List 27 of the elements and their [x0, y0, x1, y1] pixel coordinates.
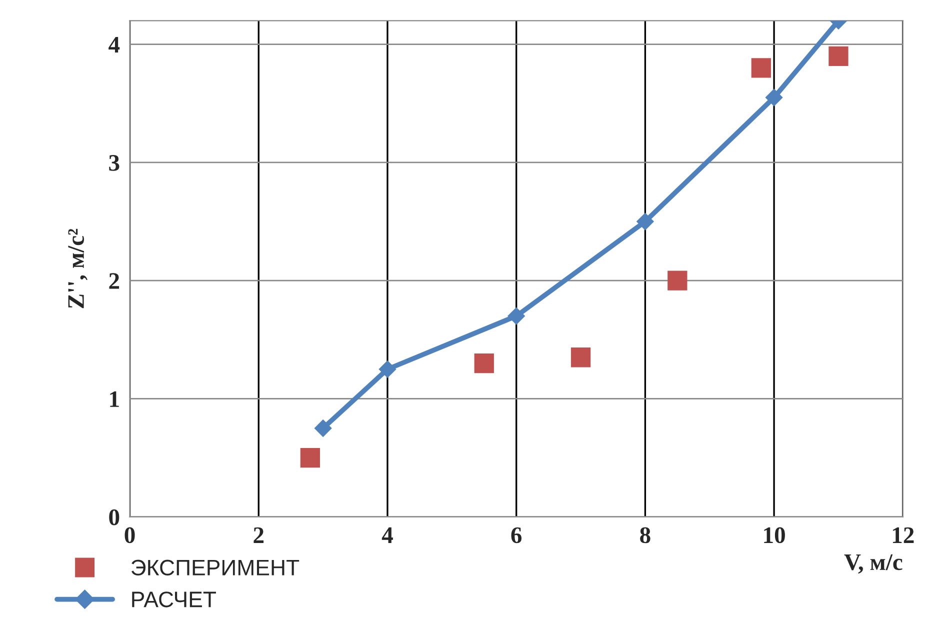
x-tick-label: 2 — [254, 527, 264, 543]
y-tick-label: 1 — [110, 391, 119, 407]
x-tick-label: 10 — [764, 527, 785, 544]
x-tick-label: 12 — [892, 527, 914, 543]
y-tick-label: 3 — [109, 155, 120, 171]
point — [378, 360, 396, 378]
x-tick-label: 4 — [382, 527, 393, 543]
point — [668, 270, 688, 290]
y-tick-label: 0 — [109, 509, 120, 526]
point — [300, 448, 320, 468]
y-tick-label: 4 — [108, 37, 120, 53]
point — [508, 307, 526, 325]
x-axis-title: V, м/с — [844, 554, 902, 574]
y-tick-label: 2 — [109, 273, 120, 289]
point — [828, 46, 848, 66]
point — [765, 88, 783, 106]
point — [636, 212, 654, 230]
point — [570, 348, 591, 368]
y-axis-title: Z'', м/с² — [68, 228, 88, 308]
point — [314, 419, 332, 438]
x-tick-label: 8 — [640, 527, 650, 544]
legend-label: ЭКСПЕРИМЕНТ — [131, 560, 300, 576]
point — [474, 353, 494, 374]
point — [751, 58, 771, 78]
x-tick-label: 0 — [124, 527, 135, 544]
legend-label: РАСЧЕТ — [132, 592, 216, 608]
x-tick-label: 6 — [511, 527, 522, 544]
